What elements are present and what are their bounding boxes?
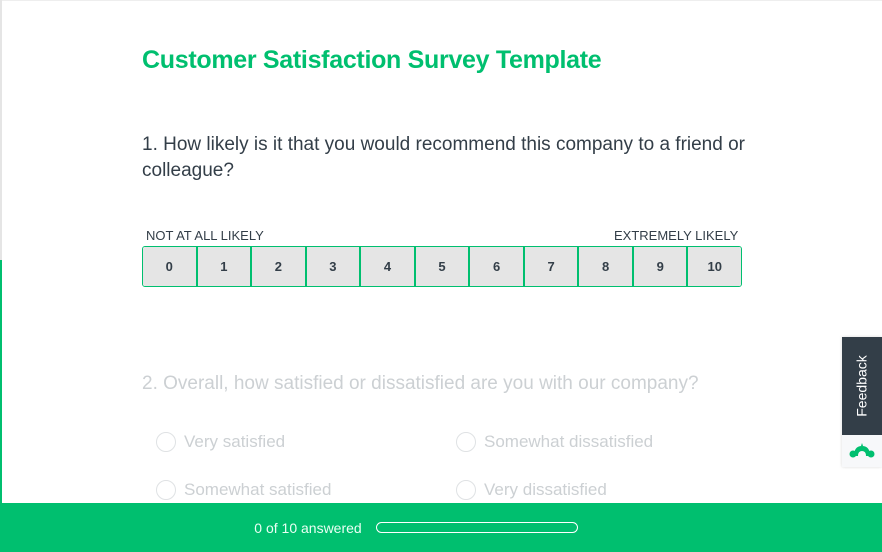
progress-text: 0 of 10 answered	[254, 519, 362, 536]
scale-option-0[interactable]: 0	[143, 247, 198, 286]
scale-option-8[interactable]: 8	[579, 247, 634, 286]
progress-bar	[375, 522, 578, 533]
scale-option-2[interactable]: 2	[252, 247, 307, 286]
left-progress-border	[0, 260, 2, 552]
feedback-widget[interactable]: Feedback	[842, 337, 882, 467]
left-border	[0, 0, 2, 260]
nps-scale: 0 1 2 3 4 5 6 7 8 9 10	[142, 246, 742, 287]
scale-low-label: NOT AT ALL LIKELY	[146, 228, 264, 243]
feedback-button[interactable]: Feedback	[842, 337, 882, 435]
question-1-title: 1. How likely is it that you would recom…	[142, 134, 745, 181]
scale-option-6[interactable]: 6	[470, 247, 525, 286]
scale-option-9[interactable]: 9	[633, 247, 689, 286]
option-label: Somewhat satisfied	[184, 480, 332, 499]
feedback-label: Feedback	[854, 355, 871, 417]
scale-high-label: EXTREMELY LIKELY	[614, 228, 739, 243]
radio-icon	[156, 480, 176, 500]
radio-option[interactable]: Very dissatisfied	[456, 480, 607, 500]
radio-option[interactable]: Very satisfied	[156, 432, 285, 452]
radio-icon	[156, 432, 176, 452]
scale-option-10[interactable]: 10	[688, 247, 741, 286]
option-label: Somewhat dissatisfied	[484, 432, 654, 451]
survey-title: Customer Satisfaction Survey Template	[142, 46, 602, 74]
radio-icon	[456, 432, 476, 452]
scale-option-3[interactable]: 3	[306, 247, 362, 286]
radio-icon	[456, 480, 476, 500]
radio-option[interactable]: Somewhat dissatisfied	[456, 432, 653, 452]
scale-option-4[interactable]: 4	[361, 247, 416, 286]
progress-footer: 0 of 10 answered	[0, 503, 882, 552]
top-border	[0, 0, 882, 1]
scale-option-7[interactable]: 7	[524, 247, 580, 286]
surveymonkey-logo-icon	[842, 435, 882, 467]
option-label: Very satisfied	[184, 432, 286, 451]
scale-option-1[interactable]: 1	[197, 247, 253, 286]
question-2-title: 2. Overall, how satisfied or dissatisfie…	[142, 373, 699, 394]
scale-option-5[interactable]: 5	[415, 247, 471, 286]
radio-option[interactable]: Somewhat satisfied	[156, 480, 331, 500]
option-label: Very dissatisfied	[484, 480, 607, 499]
